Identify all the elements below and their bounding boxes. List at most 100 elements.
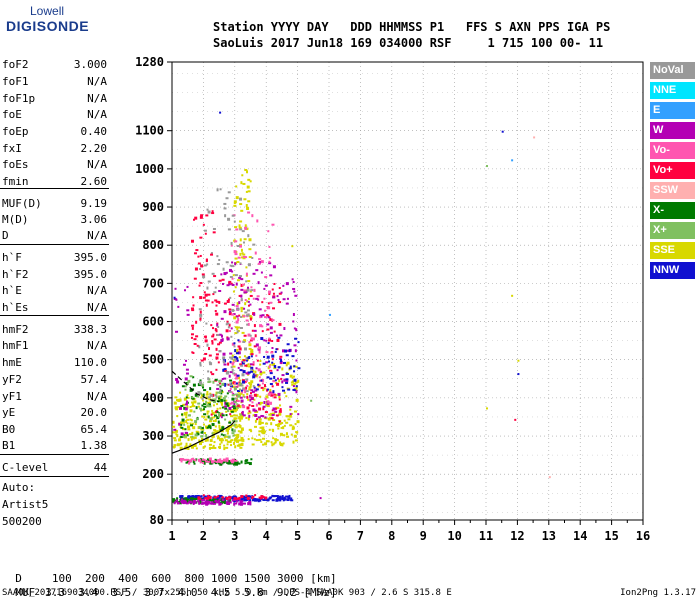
echo-point xyxy=(197,496,201,500)
echo-point xyxy=(279,408,282,411)
echo-point xyxy=(292,320,295,323)
echo-point xyxy=(276,377,279,380)
echo-point xyxy=(228,421,232,424)
x-tick-label: 6 xyxy=(325,529,332,543)
echo-point xyxy=(269,363,272,366)
echo-point xyxy=(242,370,246,374)
echo-point xyxy=(240,278,244,281)
echo-point xyxy=(268,260,271,263)
autoscale-artist: Artist5 xyxy=(2,498,49,511)
echo-point xyxy=(183,289,186,292)
echo-point xyxy=(281,389,285,392)
echo-point xyxy=(282,298,286,301)
echo-point xyxy=(205,400,208,404)
echo-point xyxy=(213,441,216,444)
echo-point xyxy=(247,398,250,401)
echo-point xyxy=(212,380,215,384)
echo-point xyxy=(172,425,176,428)
echo-point xyxy=(296,420,300,424)
echo-point xyxy=(236,359,239,362)
echo-point xyxy=(253,288,256,292)
echo-point xyxy=(204,445,207,448)
x-tick-label: 11 xyxy=(479,529,493,543)
echo-point xyxy=(216,498,219,501)
echo-point xyxy=(189,422,192,425)
echo-point xyxy=(229,440,232,444)
echo-point xyxy=(264,309,267,312)
footer-info: SAA0K_2017169034000.RSF / 300fx256h 50 k… xyxy=(2,588,452,598)
echo-point xyxy=(229,352,233,355)
echo-point xyxy=(276,338,280,342)
echo-point xyxy=(208,447,211,450)
echo-point xyxy=(242,255,246,258)
echo-point xyxy=(238,276,242,279)
echo-point xyxy=(234,414,238,417)
param-row: B0 65.4 xyxy=(2,423,107,441)
echo-point xyxy=(186,425,190,429)
echo-point xyxy=(267,400,270,404)
echo-point xyxy=(231,368,234,372)
echo-point xyxy=(238,382,242,386)
echo-point xyxy=(206,458,209,461)
echo-point xyxy=(230,415,234,418)
param-value: 395.0 xyxy=(73,251,107,264)
echo-point xyxy=(248,347,252,350)
echo-point xyxy=(223,368,227,371)
echo-point xyxy=(239,430,243,434)
echo-point xyxy=(272,380,276,383)
echo-point xyxy=(261,437,265,440)
echo-point xyxy=(239,500,243,504)
echo-point xyxy=(254,494,257,497)
echo-point xyxy=(273,330,276,333)
echo-point xyxy=(199,442,203,446)
echo-point xyxy=(210,502,214,505)
echo-point xyxy=(249,502,252,506)
echo-point xyxy=(189,418,192,421)
echo-point xyxy=(276,496,280,499)
echo-point xyxy=(206,208,209,211)
echo-point xyxy=(214,378,218,381)
echo-point xyxy=(267,306,271,310)
echo-point xyxy=(212,434,215,438)
echo-point xyxy=(214,414,218,417)
echo-point xyxy=(229,264,232,267)
echo-point xyxy=(282,284,285,287)
echo-point xyxy=(255,367,258,370)
echo-point xyxy=(208,497,211,501)
echo-point xyxy=(186,382,189,385)
echo-point xyxy=(216,322,219,325)
echo-point xyxy=(181,497,184,500)
echo-point xyxy=(248,428,252,431)
echo-point xyxy=(266,314,269,317)
echo-point xyxy=(285,495,289,498)
echo-point xyxy=(203,432,206,435)
param-name: fxI xyxy=(2,142,22,155)
echo-point xyxy=(209,417,212,421)
echo-point xyxy=(222,496,225,499)
echo-point xyxy=(239,203,243,206)
echo-point xyxy=(203,408,206,411)
echo-point xyxy=(234,226,238,229)
echo-point xyxy=(274,379,277,382)
echo-point xyxy=(246,309,250,312)
echo-point xyxy=(190,336,193,339)
echo-point xyxy=(258,376,261,379)
echo-point xyxy=(180,500,184,503)
echo-point xyxy=(188,495,192,499)
echo-point xyxy=(173,444,177,447)
echo-point xyxy=(280,359,283,363)
echo-point xyxy=(220,339,224,343)
param-name: D xyxy=(2,229,9,242)
echo-point xyxy=(293,375,296,378)
echo-point xyxy=(246,288,250,292)
echo-point xyxy=(275,407,278,410)
echo-point xyxy=(266,405,270,408)
echo-point xyxy=(227,496,230,499)
echo-point xyxy=(258,308,262,311)
echo-point xyxy=(258,433,261,436)
echo-point xyxy=(195,430,199,433)
echo-point xyxy=(517,373,520,376)
echo-point xyxy=(245,319,249,322)
echo-point xyxy=(293,389,296,392)
echo-point xyxy=(231,214,235,217)
